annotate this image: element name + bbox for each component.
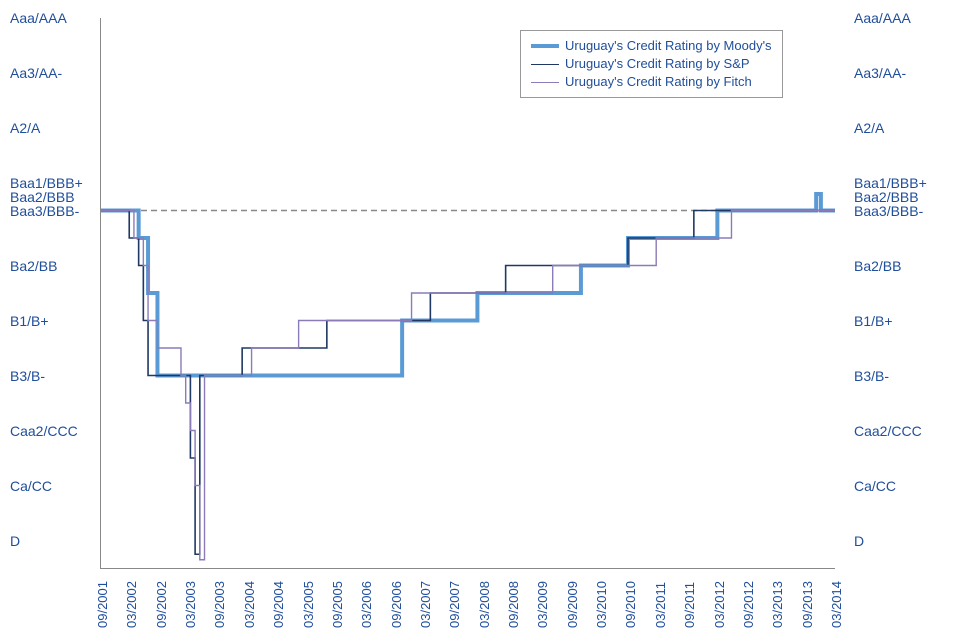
x-axis-label: 03/2006 — [359, 581, 374, 628]
legend-swatch-icon — [531, 82, 559, 83]
x-axis-label: 09/2012 — [741, 581, 756, 628]
x-axis-label: 09/2005 — [330, 581, 345, 628]
x-axis-label: 03/2002 — [124, 581, 139, 628]
y-axis-label-right: Aaa/AAA — [854, 10, 911, 26]
x-axis-label: 03/2003 — [183, 581, 198, 628]
legend-swatch-icon — [531, 64, 559, 65]
y-axis-label-left: B3/B- — [10, 368, 45, 384]
y-axis-label-left: Aa3/AA- — [10, 65, 62, 81]
x-axis-label: 09/2009 — [565, 581, 580, 628]
x-axis-label: 09/2008 — [506, 581, 521, 628]
y-axis-label-left: D — [10, 533, 20, 549]
x-axis-label: 03/2009 — [535, 581, 550, 628]
x-axis-label: 03/2010 — [594, 581, 609, 628]
series-moodys — [101, 194, 835, 376]
x-axis-label: 09/2002 — [154, 581, 169, 628]
y-axis-label-right: B3/B- — [854, 368, 889, 384]
x-axis-label: 09/2003 — [212, 581, 227, 628]
x-axis-label: 09/2001 — [95, 581, 110, 628]
chart-container: Uruguay's Credit Rating by Moody'sUrugua… — [0, 0, 953, 641]
y-axis-label-right: A2/A — [854, 120, 884, 136]
y-axis-label-right: B1/B+ — [854, 313, 893, 329]
x-axis-label: 09/2004 — [271, 581, 286, 628]
legend-item-moodys: Uruguay's Credit Rating by Moody's — [531, 37, 772, 55]
legend-label: Uruguay's Credit Rating by S&P — [565, 55, 750, 73]
x-axis-label: 03/2004 — [242, 581, 257, 628]
y-axis-label-right: D — [854, 533, 864, 549]
series-sp — [101, 211, 835, 555]
y-axis-label-right: Ca/CC — [854, 478, 896, 494]
legend: Uruguay's Credit Rating by Moody'sUrugua… — [520, 30, 783, 98]
legend-swatch-icon — [531, 44, 559, 48]
series-fitch — [101, 211, 835, 560]
y-axis-label-right: Aa3/AA- — [854, 65, 906, 81]
y-axis-label-left: Ca/CC — [10, 478, 52, 494]
x-axis-label: 09/2007 — [447, 581, 462, 628]
x-axis-label: 09/2006 — [389, 581, 404, 628]
x-axis-label: 03/2011 — [653, 582, 668, 628]
plot-area — [100, 18, 835, 569]
y-axis-label-left: Baa3/BBB- — [10, 203, 79, 219]
y-axis-label-left: Caa2/CCC — [10, 423, 78, 439]
x-axis-label: 03/2014 — [829, 581, 844, 628]
x-axis-label: 09/2011 — [682, 582, 697, 628]
x-axis-label: 03/2005 — [301, 581, 316, 628]
x-axis-label: 09/2010 — [623, 581, 638, 628]
x-axis-label: 09/2013 — [800, 581, 815, 628]
y-axis-label-left: A2/A — [10, 120, 40, 136]
legend-item-fitch: Uruguay's Credit Rating by Fitch — [531, 73, 772, 91]
legend-item-sp: Uruguay's Credit Rating by S&P — [531, 55, 772, 73]
legend-label: Uruguay's Credit Rating by Moody's — [565, 37, 772, 55]
x-axis-label: 03/2007 — [418, 581, 433, 628]
legend-label: Uruguay's Credit Rating by Fitch — [565, 73, 752, 91]
y-axis-label-left: Aaa/AAA — [10, 10, 67, 26]
y-axis-label-right: Baa3/BBB- — [854, 203, 923, 219]
plot-svg — [101, 18, 835, 568]
x-axis-label: 03/2013 — [770, 581, 785, 628]
y-axis-label-right: Ba2/BB — [854, 258, 901, 274]
y-axis-label-left: B1/B+ — [10, 313, 49, 329]
x-axis-label: 03/2012 — [712, 581, 727, 628]
y-axis-label-right: Caa2/CCC — [854, 423, 922, 439]
x-axis-label: 03/2008 — [477, 581, 492, 628]
y-axis-label-left: Ba2/BB — [10, 258, 57, 274]
